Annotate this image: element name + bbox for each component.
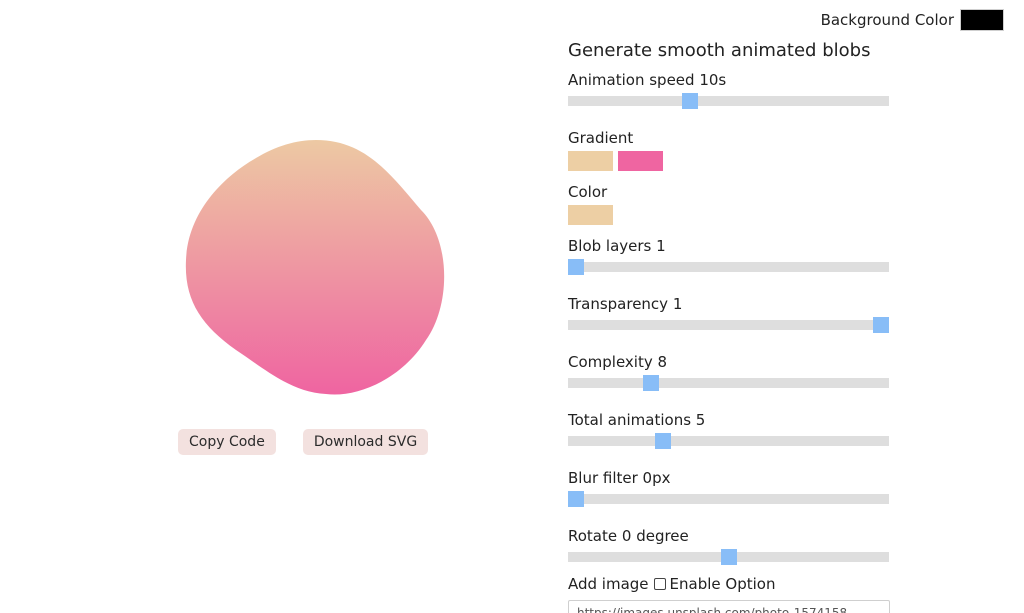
- blob-preview: [176, 130, 456, 410]
- transparency-slider[interactable]: [568, 317, 889, 333]
- color-label: Color: [568, 183, 608, 201]
- add-image-row: Add image Enable Option: [568, 574, 890, 594]
- transparency-label: Transparency 1: [568, 295, 683, 313]
- complexity-slider[interactable]: [568, 375, 889, 391]
- checkbox-icon[interactable]: [653, 578, 666, 590]
- copy-code-button[interactable]: Copy Code: [178, 429, 276, 455]
- background-color-control: Background Color: [821, 9, 1004, 31]
- slider-thumb[interactable]: [720, 549, 737, 565]
- add-image-label: Add image: [568, 575, 649, 593]
- rotate-label: Rotate 0 degree: [568, 527, 689, 545]
- gradient-label: Gradient: [568, 129, 634, 147]
- total-animations-label: Total animations 5: [568, 411, 706, 429]
- blob-layers-label: Blob layers 1: [568, 237, 666, 255]
- slider-thumb[interactable]: [568, 491, 584, 507]
- gradient-start-swatch[interactable]: [568, 151, 613, 171]
- panel-title: Generate smooth animated blobs: [568, 40, 871, 61]
- animation-speed-label: Animation speed 10s: [568, 71, 727, 89]
- controls-panel: Generate smooth animated blobs Animation…: [568, 40, 890, 613]
- action-buttons: Copy Code Download SVG: [178, 429, 429, 455]
- background-color-label: Background Color: [820, 11, 954, 29]
- complexity-label: Complexity 8: [568, 353, 668, 371]
- gradient-swatches: [568, 151, 890, 171]
- blur-filter-label: Blur filter 0px: [568, 469, 671, 487]
- gradient-end-swatch[interactable]: [618, 151, 663, 171]
- enable-option-label[interactable]: Enable Option: [669, 575, 776, 593]
- total-animations-slider[interactable]: [568, 433, 889, 449]
- slider-thumb[interactable]: [643, 375, 660, 391]
- blob-layers-slider[interactable]: [568, 259, 889, 275]
- blob-path: [185, 140, 445, 395]
- rotate-slider[interactable]: [568, 549, 889, 565]
- blur-filter-slider[interactable]: [568, 491, 889, 507]
- slider-thumb[interactable]: [873, 317, 889, 333]
- image-url-input[interactable]: [568, 600, 890, 613]
- slider-thumb[interactable]: [681, 93, 698, 109]
- animation-speed-slider[interactable]: [568, 93, 889, 109]
- download-svg-button[interactable]: Download SVG: [302, 429, 429, 455]
- color-swatch[interactable]: [568, 205, 613, 225]
- background-color-swatch[interactable]: [960, 9, 1004, 31]
- slider-thumb[interactable]: [568, 259, 584, 275]
- blob-shape: [185, 140, 445, 395]
- color-swatches: [568, 205, 890, 225]
- slider-thumb[interactable]: [654, 433, 671, 449]
